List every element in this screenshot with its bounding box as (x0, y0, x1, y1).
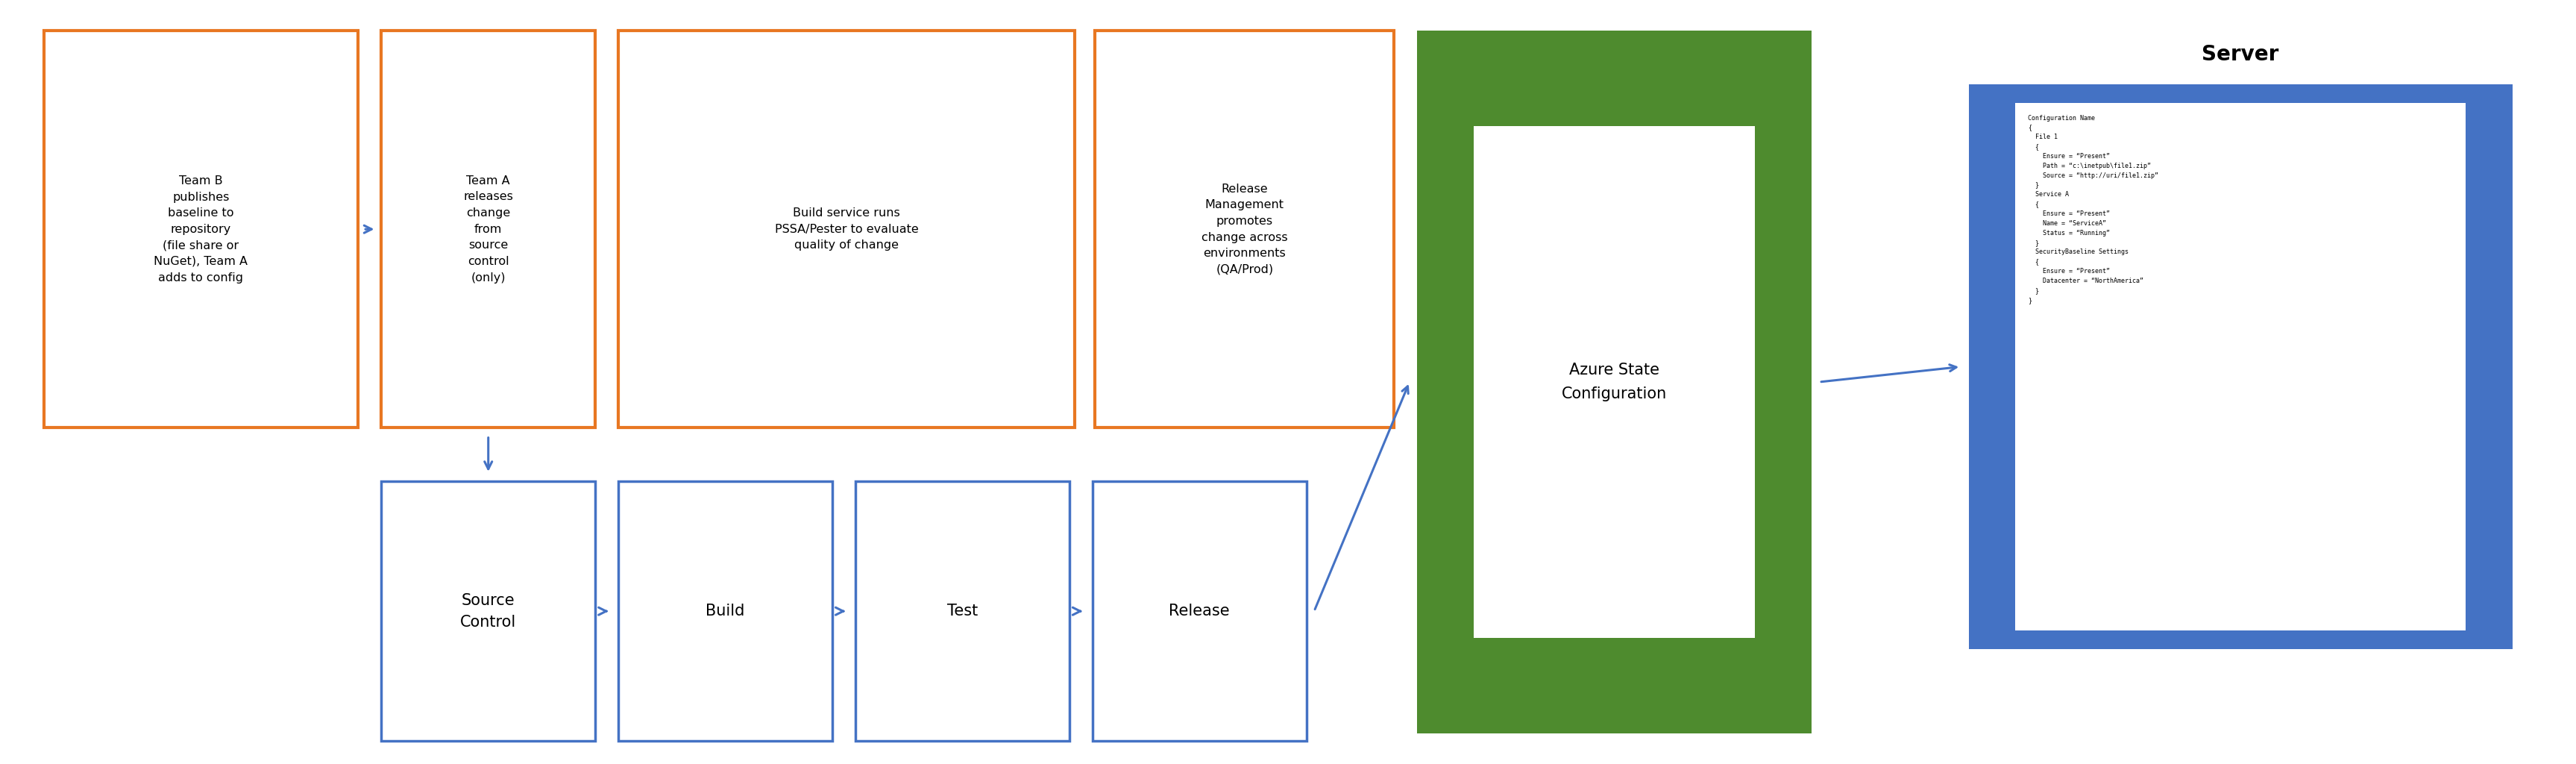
Text: Team B
publishes
baseline to
repository
(file share or
NuGet), Team A
adds to co: Team B publishes baseline to repository … (155, 175, 247, 283)
Text: Build service runs
PSSA/Pester to evaluate
quality of change: Build service runs PSSA/Pester to evalua… (775, 208, 917, 251)
FancyBboxPatch shape (1473, 126, 1754, 638)
Text: Server: Server (2202, 44, 2277, 65)
FancyBboxPatch shape (381, 481, 595, 741)
Text: Source
Control: Source Control (461, 593, 515, 630)
FancyBboxPatch shape (1417, 31, 1811, 733)
Text: Test: Test (948, 604, 976, 619)
FancyBboxPatch shape (2014, 103, 2465, 630)
FancyBboxPatch shape (618, 31, 1074, 428)
FancyBboxPatch shape (1092, 481, 1306, 741)
FancyBboxPatch shape (381, 31, 595, 428)
Text: Configuration Name
{
  File 1
  {
    Ensure = “Present”
    Path = “c:\inetpub\: Configuration Name { File 1 { Ensure = “… (2027, 115, 2159, 303)
FancyBboxPatch shape (44, 31, 358, 428)
Text: Release
Management
promotes
change across
environments
(QA/Prod): Release Management promotes change acros… (1200, 183, 1288, 275)
FancyBboxPatch shape (1968, 84, 2512, 649)
Text: Release: Release (1170, 604, 1229, 619)
FancyBboxPatch shape (855, 481, 1069, 741)
Text: Azure State
Configuration: Azure State Configuration (1561, 362, 1667, 402)
FancyBboxPatch shape (618, 481, 832, 741)
Text: Build: Build (706, 604, 744, 619)
FancyBboxPatch shape (1095, 31, 1394, 428)
Text: Team A
releases
change
from
source
control
(only): Team A releases change from source contr… (464, 175, 513, 283)
